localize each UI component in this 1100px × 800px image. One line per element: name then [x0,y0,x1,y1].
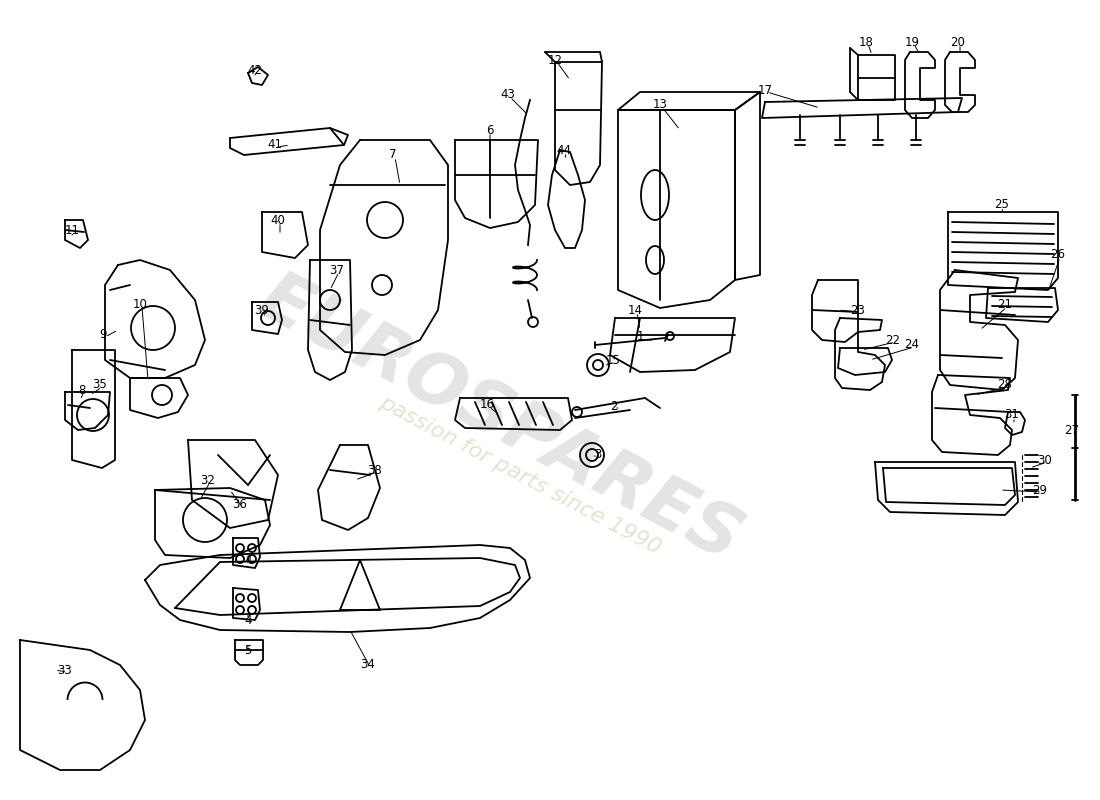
Text: 33: 33 [57,663,73,677]
Text: 36: 36 [232,498,248,511]
Text: 32: 32 [200,474,216,486]
Text: 20: 20 [950,35,966,49]
Text: passion for parts since 1990: passion for parts since 1990 [376,392,664,558]
Text: EUROSPARES: EUROSPARES [248,264,752,576]
Text: 1: 1 [636,330,644,343]
Text: 11: 11 [65,223,79,237]
Text: 22: 22 [886,334,901,346]
Text: 10: 10 [133,298,147,311]
Text: 28: 28 [998,378,1012,391]
Text: 4: 4 [244,554,252,566]
Text: 14: 14 [627,303,642,317]
Text: 23: 23 [850,303,866,317]
Text: 39: 39 [254,303,270,317]
Text: 43: 43 [500,89,516,102]
Text: 34: 34 [361,658,375,671]
Text: 3: 3 [594,449,602,462]
Text: 19: 19 [904,35,920,49]
Text: 21: 21 [998,298,1012,311]
Text: 15: 15 [606,354,620,366]
Text: 7: 7 [389,149,397,162]
Text: 27: 27 [1065,423,1079,437]
Text: 41: 41 [267,138,283,151]
Text: 29: 29 [1033,483,1047,497]
Text: 4: 4 [244,614,252,626]
Text: 2: 2 [610,401,618,414]
Text: 30: 30 [1037,454,1053,466]
Text: 17: 17 [758,83,772,97]
Text: 26: 26 [1050,249,1066,262]
Text: 42: 42 [248,63,263,77]
Text: 24: 24 [904,338,920,351]
Text: 9: 9 [99,329,107,342]
Text: 16: 16 [480,398,495,411]
Text: 18: 18 [859,35,873,49]
Text: 44: 44 [557,143,572,157]
Text: 37: 37 [330,263,344,277]
Text: 38: 38 [367,463,383,477]
Text: 6: 6 [486,123,494,137]
Text: 25: 25 [994,198,1010,211]
Text: 5: 5 [244,643,252,657]
Text: 8: 8 [78,383,86,397]
Text: 31: 31 [1004,409,1020,422]
Text: 12: 12 [548,54,562,66]
Text: 40: 40 [271,214,285,226]
Text: 35: 35 [92,378,108,391]
Text: 13: 13 [652,98,668,111]
